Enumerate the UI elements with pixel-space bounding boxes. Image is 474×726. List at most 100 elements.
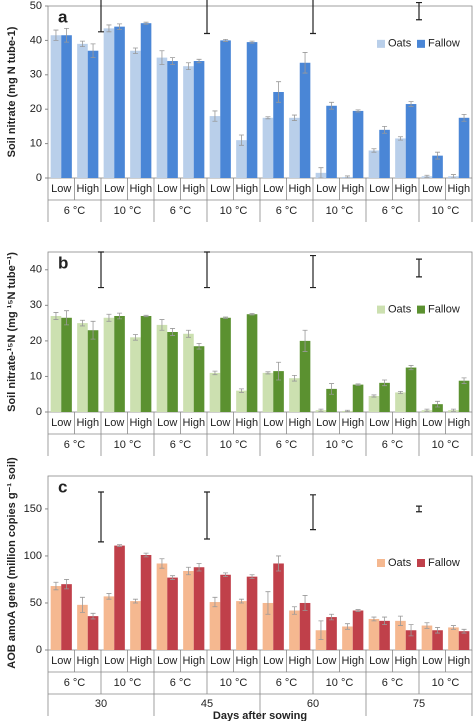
bar — [262, 602, 274, 650]
x-tick-label: Low — [157, 183, 177, 195]
error-bar — [106, 313, 112, 322]
error-bar — [53, 312, 59, 320]
x-tick-label: High — [129, 183, 152, 195]
error-bar — [344, 175, 350, 179]
group-label: 10 °C — [220, 677, 248, 689]
y-tick-label: 20 — [30, 335, 42, 347]
x-axis-label: Days after sowing — [213, 710, 307, 721]
group-label: 6 °C — [64, 677, 86, 689]
error-bar — [371, 616, 377, 622]
x-tick-label: High — [341, 417, 364, 429]
error-bar — [223, 38, 229, 42]
x-tick-label: Low — [51, 655, 71, 667]
lsd-bar — [416, 1, 422, 21]
x-tick-label: Low — [369, 655, 389, 667]
error-bar — [355, 609, 361, 612]
bar — [193, 346, 205, 412]
error-bar — [79, 40, 85, 47]
bar — [458, 117, 470, 178]
bar — [87, 616, 99, 650]
error-bar — [196, 342, 202, 350]
bar — [156, 563, 168, 650]
panel-label: b — [58, 253, 68, 272]
group-label: 10 °C — [432, 205, 460, 217]
bar — [183, 66, 194, 178]
error-bar — [424, 408, 430, 412]
error-bar — [302, 595, 308, 611]
bar — [395, 620, 406, 650]
bar — [246, 42, 258, 179]
bar — [193, 61, 205, 178]
legend-label: Fallow — [428, 304, 460, 316]
x-tick-label: High — [129, 655, 152, 667]
bar — [236, 390, 247, 412]
bar — [236, 601, 247, 650]
bar — [61, 317, 72, 412]
x-tick-label: High — [235, 417, 258, 429]
legend-swatch — [417, 305, 425, 314]
y-tick-label: 0 — [36, 644, 42, 656]
error-bar — [79, 319, 85, 327]
error-bar — [185, 566, 191, 576]
legend-swatch — [377, 559, 385, 567]
error-bar — [450, 408, 456, 412]
y-tick-label: 100 — [24, 550, 42, 562]
error-bar — [435, 400, 441, 408]
bar — [315, 630, 327, 650]
x-tick-label: Low — [51, 417, 71, 429]
bar — [352, 610, 364, 650]
y-tick-label: 10 — [30, 138, 42, 150]
bar — [262, 372, 274, 412]
x-tick-label: Low — [369, 417, 389, 429]
bar — [87, 330, 99, 412]
day-label: 75 — [413, 698, 425, 710]
bar — [326, 105, 337, 178]
error-bar — [302, 329, 308, 352]
error-bar — [276, 361, 282, 381]
bar — [193, 567, 205, 650]
y-tick-label: 10 — [30, 370, 42, 382]
x-tick-label: Low — [369, 183, 389, 195]
bar — [61, 584, 72, 650]
bar — [220, 40, 231, 179]
x-tick-label: Low — [263, 655, 283, 667]
bar — [140, 555, 152, 650]
error-bar — [132, 47, 138, 54]
error-bar — [408, 101, 414, 107]
day-label: 30 — [95, 698, 107, 710]
error-bar — [90, 43, 96, 58]
x-tick-label: Low — [316, 183, 336, 195]
error-bar — [143, 552, 149, 558]
bar — [289, 378, 300, 412]
bar — [432, 404, 443, 412]
error-bar — [106, 24, 112, 33]
error-bar — [318, 620, 324, 641]
bar — [209, 602, 221, 650]
x-tick-label: High — [288, 655, 311, 667]
bar — [77, 43, 88, 179]
error-bar — [329, 101, 335, 110]
bar — [432, 155, 443, 178]
lsd-bar — [204, 251, 210, 289]
error-bar — [371, 148, 377, 153]
error-bar — [143, 21, 149, 25]
error-bar — [170, 328, 176, 336]
bar — [432, 630, 443, 650]
error-bar — [212, 596, 218, 608]
bar — [395, 392, 406, 412]
legend-swatch — [417, 39, 425, 48]
x-tick-label: High — [235, 183, 258, 195]
x-tick-label: Low — [422, 417, 442, 429]
bar — [114, 316, 125, 412]
x-tick-label: High — [76, 183, 99, 195]
bar — [299, 340, 311, 412]
x-tick-label: High — [394, 655, 417, 667]
bar — [114, 545, 125, 650]
group-label: 10 °C — [432, 677, 460, 689]
error-bar — [132, 334, 138, 341]
x-tick-label: High — [394, 417, 417, 429]
bar — [448, 627, 459, 650]
group-label: 6 °C — [382, 439, 404, 451]
x-tick-label: Low — [51, 183, 71, 195]
